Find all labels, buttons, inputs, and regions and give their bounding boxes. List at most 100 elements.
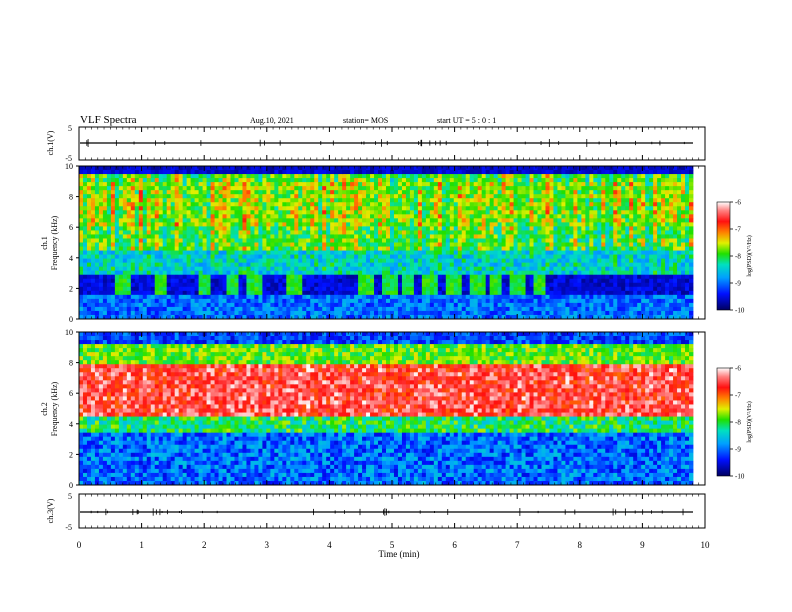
spectrogram-cell bbox=[118, 250, 124, 255]
spectrogram-cell bbox=[306, 198, 311, 203]
spectrogram-cell bbox=[86, 282, 92, 288]
spectrogram-cell bbox=[166, 286, 172, 292]
spectrogram-cell bbox=[214, 262, 219, 268]
spectrogram-cell bbox=[529, 234, 534, 239]
spectrogram-cell bbox=[593, 306, 598, 312]
spectrogram-cell bbox=[382, 286, 387, 292]
spectrogram-cell bbox=[445, 250, 451, 255]
spectrogram-cell bbox=[557, 310, 562, 316]
spectrogram-cell bbox=[405, 170, 411, 175]
spectrogram-cell bbox=[397, 170, 403, 175]
spectrogram-cell bbox=[182, 182, 188, 187]
spectrogram-cell bbox=[545, 218, 550, 223]
spectrogram-cell bbox=[537, 198, 542, 203]
spectrogram-cell bbox=[581, 222, 586, 227]
spectrogram-cell bbox=[146, 190, 152, 195]
spectrogram-cell bbox=[553, 278, 558, 284]
spectrogram-cell bbox=[298, 226, 303, 231]
spectrogram-cell bbox=[258, 294, 263, 300]
spectrogram-cell bbox=[114, 198, 120, 203]
spectrogram-cell bbox=[485, 270, 491, 276]
spectrogram-cell bbox=[242, 274, 247, 280]
spectrogram-cell bbox=[226, 178, 231, 183]
spectrogram-cell bbox=[393, 266, 399, 272]
spectrogram-cell bbox=[94, 218, 100, 223]
spectrogram-cell bbox=[310, 198, 315, 203]
spectrogram-cell bbox=[310, 182, 315, 187]
spectrogram-cell bbox=[114, 314, 120, 320]
spectrogram-cell bbox=[334, 194, 339, 199]
spectrogram-cell bbox=[150, 278, 156, 284]
spectrogram-cell bbox=[326, 306, 331, 312]
spectrogram-cell bbox=[581, 258, 586, 264]
spectrogram-cell bbox=[150, 246, 156, 251]
spectrogram-cell bbox=[106, 310, 112, 316]
spectrogram-cell bbox=[290, 258, 295, 264]
spectrogram-cell bbox=[473, 182, 479, 187]
spectrogram-cell bbox=[318, 170, 323, 175]
spectrogram-cell bbox=[493, 254, 499, 260]
spectrogram-cell bbox=[330, 218, 335, 223]
spectrogram-cell bbox=[354, 218, 359, 223]
spectrogram-cell bbox=[397, 230, 403, 235]
spectrogram-cell bbox=[118, 174, 124, 179]
spectrogram-cell bbox=[242, 242, 247, 247]
spectrogram-cell bbox=[585, 302, 590, 308]
spectrogram-cell bbox=[497, 186, 503, 191]
spectrogram-cell bbox=[401, 278, 407, 284]
spectrogram-cell bbox=[413, 198, 419, 203]
spectrogram-cell bbox=[314, 286, 319, 292]
spectrogram-cell bbox=[310, 310, 315, 316]
spectrogram-cell bbox=[286, 250, 291, 255]
spectrogram-cell bbox=[254, 254, 259, 260]
spectrogram-cell bbox=[573, 238, 578, 243]
spectrogram-cell bbox=[238, 250, 243, 255]
spectrogram-cell bbox=[429, 274, 435, 280]
spectrogram-cell bbox=[358, 190, 363, 195]
spectrogram-cell bbox=[174, 290, 180, 296]
spectrogram-cell bbox=[238, 254, 243, 260]
spectrogram-cell bbox=[146, 270, 152, 276]
spectrogram-cell bbox=[437, 170, 443, 175]
spectrogram-cell bbox=[334, 310, 339, 316]
spectrogram-cell bbox=[405, 246, 411, 251]
spectrogram-cell bbox=[234, 246, 239, 251]
spectrogram-cell bbox=[405, 298, 411, 304]
spectrogram-cell bbox=[509, 230, 514, 235]
spectrogram-cell bbox=[453, 178, 459, 183]
spectrogram-cell bbox=[509, 314, 514, 320]
spectrogram-cell bbox=[122, 194, 128, 199]
spectrogram-cell bbox=[429, 186, 435, 191]
spectrogram-cell bbox=[322, 190, 327, 195]
spectrogram-cell bbox=[421, 198, 427, 203]
spectrogram-cell bbox=[461, 258, 467, 264]
spectrogram-cell bbox=[138, 206, 144, 211]
spectrogram-cell bbox=[565, 262, 570, 268]
spectrogram-cell bbox=[126, 274, 132, 280]
spectrogram-cell bbox=[214, 194, 219, 199]
spectrogram-cell bbox=[110, 166, 116, 171]
spectrogram-cell bbox=[525, 274, 530, 280]
spectrogram-cell bbox=[218, 310, 223, 316]
spectrogram-cell bbox=[238, 206, 243, 211]
spectrogram-cell bbox=[178, 302, 184, 308]
spectrogram-cell bbox=[362, 238, 367, 243]
spectrogram-cell bbox=[326, 170, 331, 175]
spectrogram-cell bbox=[130, 222, 136, 227]
spectrogram-cell bbox=[134, 294, 140, 300]
spectrogram-cell bbox=[529, 282, 534, 288]
spectrogram-cell bbox=[79, 254, 84, 260]
spectrogram-cell bbox=[493, 170, 499, 175]
spectrogram-cell bbox=[154, 218, 160, 223]
spectrogram-cell bbox=[485, 166, 491, 171]
spectrogram-cell bbox=[521, 226, 526, 231]
spectrogram-cell bbox=[573, 218, 578, 223]
spectrogram-cell bbox=[214, 246, 219, 251]
spectrogram-cell bbox=[126, 302, 132, 308]
spectrogram-cell bbox=[358, 274, 363, 280]
spectrogram-cell bbox=[130, 314, 136, 320]
spectrogram-cell bbox=[541, 262, 546, 268]
spectrogram-cell bbox=[214, 186, 219, 191]
spectrogram-cell bbox=[79, 310, 84, 316]
spectrogram-cell bbox=[437, 210, 443, 215]
